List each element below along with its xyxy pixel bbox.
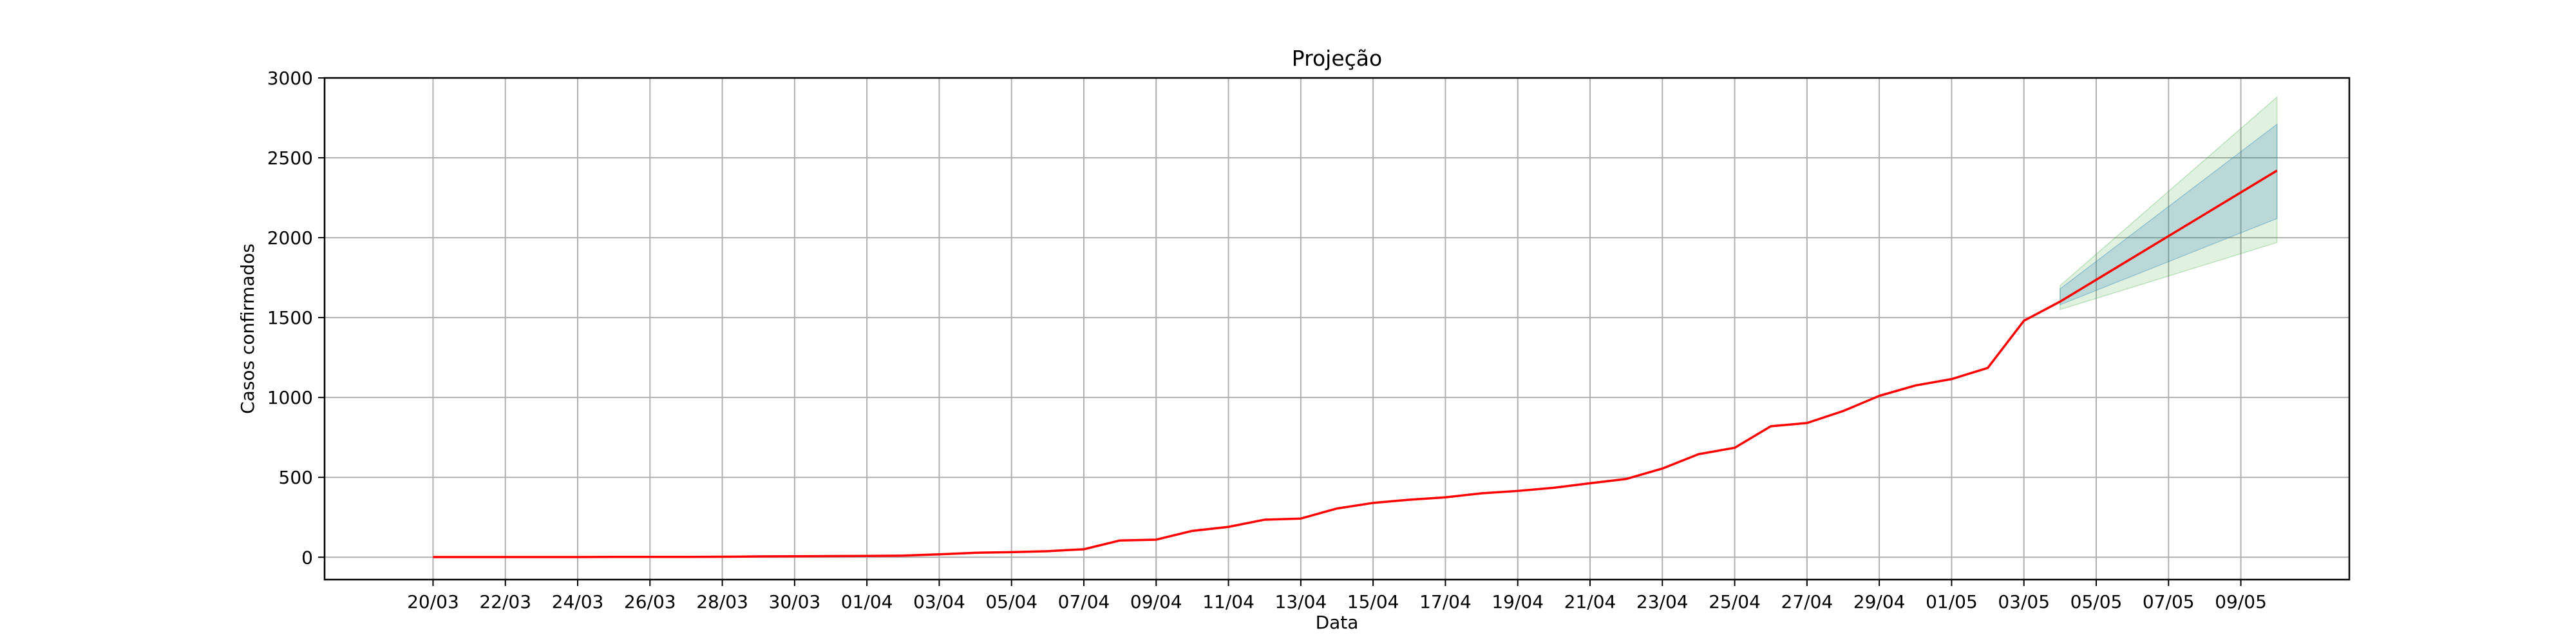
- x-tick-label: 25/04: [1709, 591, 1761, 612]
- y-tick-label: 3000: [267, 68, 313, 89]
- x-tick-label: 28/03: [696, 591, 748, 612]
- x-axis-ticks: 20/03 22/03 24/03 26/03 28/03 30/03 01/04 03/04…: [407, 580, 2267, 612]
- x-tick-label: 07/05: [2143, 591, 2195, 612]
- x-tick-label: 26/03: [624, 591, 676, 612]
- x-tick-label: 15/04: [1347, 591, 1399, 612]
- x-tick-label: 22/03: [479, 591, 531, 612]
- x-tick-label: 30/03: [769, 591, 821, 612]
- y-tick-label: 0: [301, 547, 313, 568]
- x-tick-label: 01/05: [1926, 591, 1978, 612]
- y-axis-label: Casos confirmados: [237, 243, 258, 414]
- x-tick-label: 17/04: [1419, 591, 1472, 612]
- x-tick-label: 09/05: [2215, 591, 2267, 612]
- y-tick-label: 500: [279, 467, 313, 488]
- x-tick-label: 19/04: [1492, 591, 1544, 612]
- x-tick-label: 24/03: [552, 591, 604, 612]
- x-tick-label: 27/04: [1781, 591, 1833, 612]
- y-tick-label: 2000: [267, 227, 313, 249]
- x-tick-label: 05/04: [985, 591, 1037, 612]
- x-tick-label: 05/05: [2070, 591, 2123, 612]
- series-line-0: [433, 169, 2278, 558]
- x-tick-label: 13/04: [1275, 591, 1327, 612]
- plot-area: [325, 78, 2349, 580]
- y-axis-ticks: 0 500 1000 1500 2000 2500 3000: [267, 68, 325, 568]
- x-tick-label: 11/04: [1202, 591, 1255, 612]
- data-lines: [433, 169, 2278, 558]
- projection-bands: [2060, 96, 2278, 310]
- y-tick-label: 2500: [267, 147, 313, 169]
- x-axis-label: Data: [1316, 612, 1359, 633]
- x-tick-label: 03/05: [1998, 591, 2050, 612]
- projection-band-1: [2060, 123, 2278, 306]
- x-tick-label: 20/03: [407, 591, 459, 612]
- x-tick-label: 29/04: [1853, 591, 1906, 612]
- y-tick-label: 1500: [267, 307, 313, 328]
- x-tick-label: 23/04: [1636, 591, 1689, 612]
- x-tick-label: 01/04: [841, 591, 893, 612]
- plot-frame: [323, 77, 2351, 581]
- x-tick-label: 21/04: [1564, 591, 1616, 612]
- x-tick-label: 09/04: [1130, 591, 1182, 612]
- chart-title: Projeção: [1292, 46, 1382, 71]
- x-tick-label: 03/04: [913, 591, 965, 612]
- y-tick-label: 1000: [267, 387, 313, 408]
- x-tick-label: 07/04: [1058, 591, 1110, 612]
